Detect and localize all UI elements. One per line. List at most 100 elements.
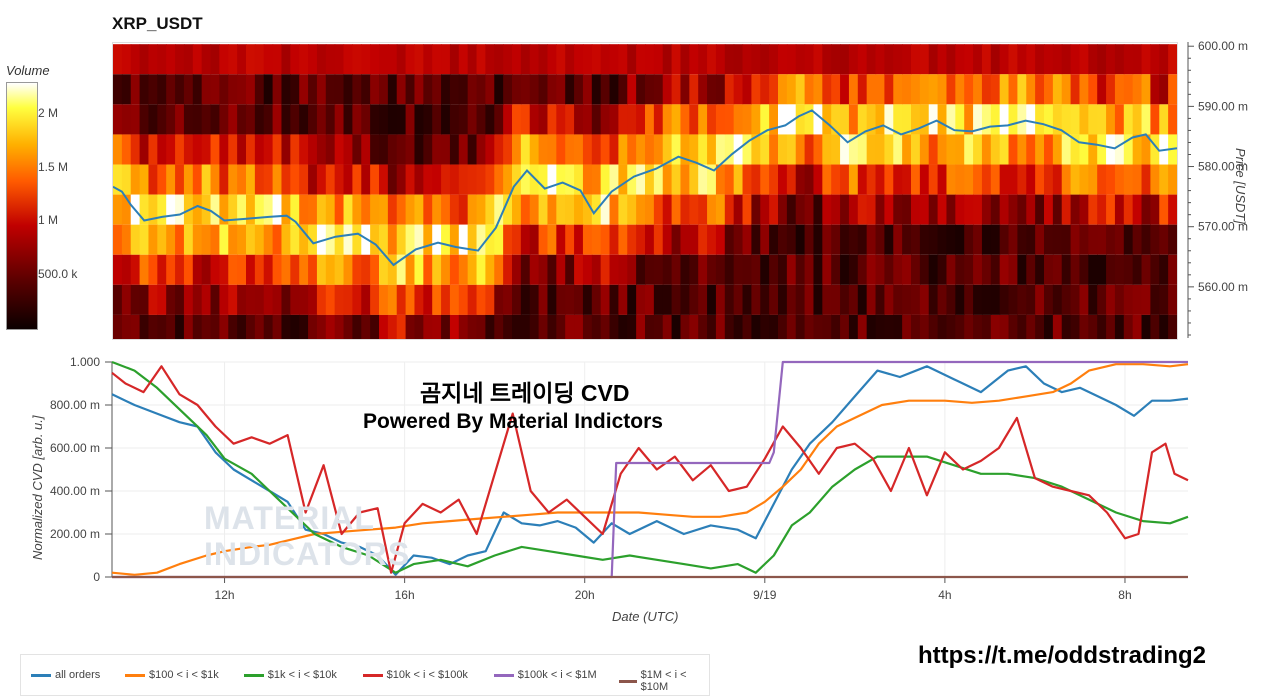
heatmap-cell bbox=[512, 254, 522, 285]
heatmap-cell bbox=[113, 164, 123, 195]
heatmap-cell bbox=[724, 44, 735, 75]
heatmap-cell bbox=[645, 164, 655, 195]
heatmap-cell bbox=[414, 284, 424, 315]
heatmap-cell bbox=[263, 74, 274, 105]
heatmap-cell bbox=[1079, 74, 1089, 105]
heatmap-cell bbox=[414, 314, 424, 339]
heatmap-cell bbox=[840, 164, 850, 195]
heatmap-cell bbox=[512, 74, 522, 105]
heatmap-cell bbox=[813, 314, 823, 339]
heatmap-cell bbox=[778, 194, 788, 225]
footer-url[interactable]: https://t.me/oddstrading2 bbox=[918, 642, 1206, 669]
heatmap-cell bbox=[786, 104, 797, 135]
heatmap-cell bbox=[325, 314, 336, 339]
heatmap-cell bbox=[148, 254, 158, 285]
heatmap-cell bbox=[1097, 284, 1107, 315]
heatmap-cell bbox=[769, 314, 779, 339]
heatmap-cell bbox=[973, 224, 983, 255]
heatmap-cell bbox=[130, 314, 141, 339]
heatmap-cell bbox=[1061, 44, 1072, 75]
legend-item[interactable]: all orders bbox=[31, 669, 100, 681]
legend-item[interactable]: $100 < i < $1k bbox=[125, 669, 219, 681]
heatmap-cell bbox=[476, 44, 486, 75]
heatmap-cell bbox=[361, 164, 371, 195]
heatmap-cell bbox=[423, 44, 433, 75]
cvd-y-tick-label: 0 bbox=[93, 570, 100, 584]
heatmap-cell bbox=[600, 224, 611, 255]
heatmap-cell bbox=[582, 284, 593, 315]
heatmap-cell bbox=[396, 224, 407, 255]
heatmap-cell bbox=[999, 74, 1010, 105]
heatmap-cell bbox=[361, 74, 371, 105]
heatmap-cell bbox=[698, 134, 708, 165]
heatmap-cell bbox=[148, 164, 158, 195]
heatmap-cell bbox=[387, 314, 398, 339]
heatmap-cell bbox=[831, 74, 841, 105]
heatmap-cell bbox=[246, 44, 256, 75]
heatmap-cell bbox=[1052, 314, 1063, 339]
heatmap-cell bbox=[228, 194, 238, 225]
price-tick-label: 580.00 m bbox=[1198, 160, 1248, 174]
heatmap-cell bbox=[1079, 224, 1089, 255]
heatmap-cell bbox=[219, 134, 229, 165]
heatmap-cell bbox=[1088, 284, 1098, 315]
heatmap-cell bbox=[742, 44, 752, 75]
volume-heatmap[interactable] bbox=[112, 42, 1178, 340]
legend-item[interactable]: $100k < i < $1M bbox=[493, 669, 597, 681]
heatmap-cell bbox=[290, 314, 300, 339]
heatmap-cell bbox=[627, 44, 637, 75]
heatmap-cell bbox=[485, 284, 495, 315]
legend-item[interactable]: $1M < i < $10M bbox=[618, 669, 709, 693]
heatmap-cell bbox=[875, 314, 885, 339]
heatmap-cell bbox=[219, 224, 229, 255]
heatmap-cell bbox=[804, 194, 815, 225]
heatmap-cell bbox=[219, 74, 229, 105]
heatmap-cell bbox=[458, 224, 469, 255]
heatmap-cell bbox=[760, 194, 770, 225]
heatmap-cell bbox=[582, 134, 593, 165]
heatmap-cell bbox=[778, 224, 788, 255]
heatmap-cell bbox=[414, 164, 424, 195]
heatmap-cell bbox=[964, 284, 974, 315]
cvd-chart[interactable]: 1.000 800.00 m 600.00 m 400.00 m 200.00 m 0 12… bbox=[0, 350, 1280, 640]
heatmap-cell bbox=[529, 74, 540, 105]
heatmap-cell bbox=[653, 164, 664, 195]
heatmap-cell bbox=[751, 104, 761, 135]
heatmap-cell bbox=[1052, 44, 1063, 75]
heatmap-cell bbox=[911, 254, 921, 285]
heatmap-cell bbox=[964, 164, 974, 195]
heatmap-cell bbox=[707, 254, 717, 285]
heatmap-cell bbox=[503, 164, 513, 195]
heatmap-cell bbox=[911, 44, 921, 75]
heatmap-cell bbox=[866, 134, 877, 165]
heatmap-cell bbox=[698, 254, 708, 285]
heatmap-cell bbox=[911, 224, 921, 255]
heatmap-cell bbox=[1044, 74, 1054, 105]
heatmap-cell bbox=[955, 44, 965, 75]
heatmap-cell bbox=[804, 224, 815, 255]
heatmap-cell bbox=[325, 194, 336, 225]
heatmap-cell bbox=[325, 164, 336, 195]
heatmap-cell bbox=[848, 224, 859, 255]
heatmap-cell bbox=[1168, 224, 1177, 255]
heatmap-cell bbox=[574, 74, 584, 105]
heatmap-cell bbox=[281, 134, 291, 165]
heatmap-cell bbox=[130, 134, 141, 165]
heatmap-cell bbox=[139, 104, 150, 135]
heatmap-cell bbox=[840, 44, 850, 75]
heatmap-cell bbox=[795, 224, 806, 255]
legend-item[interactable]: $10k < i < $100k bbox=[362, 669, 468, 681]
legend-item[interactable]: $1k < i < $10k bbox=[243, 669, 337, 681]
heatmap-cell bbox=[281, 254, 291, 285]
heatmap-cell bbox=[387, 254, 398, 285]
heatmap-cell bbox=[928, 254, 939, 285]
heatmap-cell bbox=[494, 194, 504, 225]
heatmap-cell bbox=[1079, 134, 1089, 165]
heatmap-cell bbox=[1123, 164, 1134, 195]
heatmap-cell bbox=[166, 224, 176, 255]
heatmap-cell bbox=[600, 314, 611, 339]
heatmap-cell bbox=[707, 134, 717, 165]
heatmap-cell bbox=[237, 284, 247, 315]
heatmap-cell bbox=[121, 44, 132, 75]
heatmap-cell bbox=[689, 74, 699, 105]
